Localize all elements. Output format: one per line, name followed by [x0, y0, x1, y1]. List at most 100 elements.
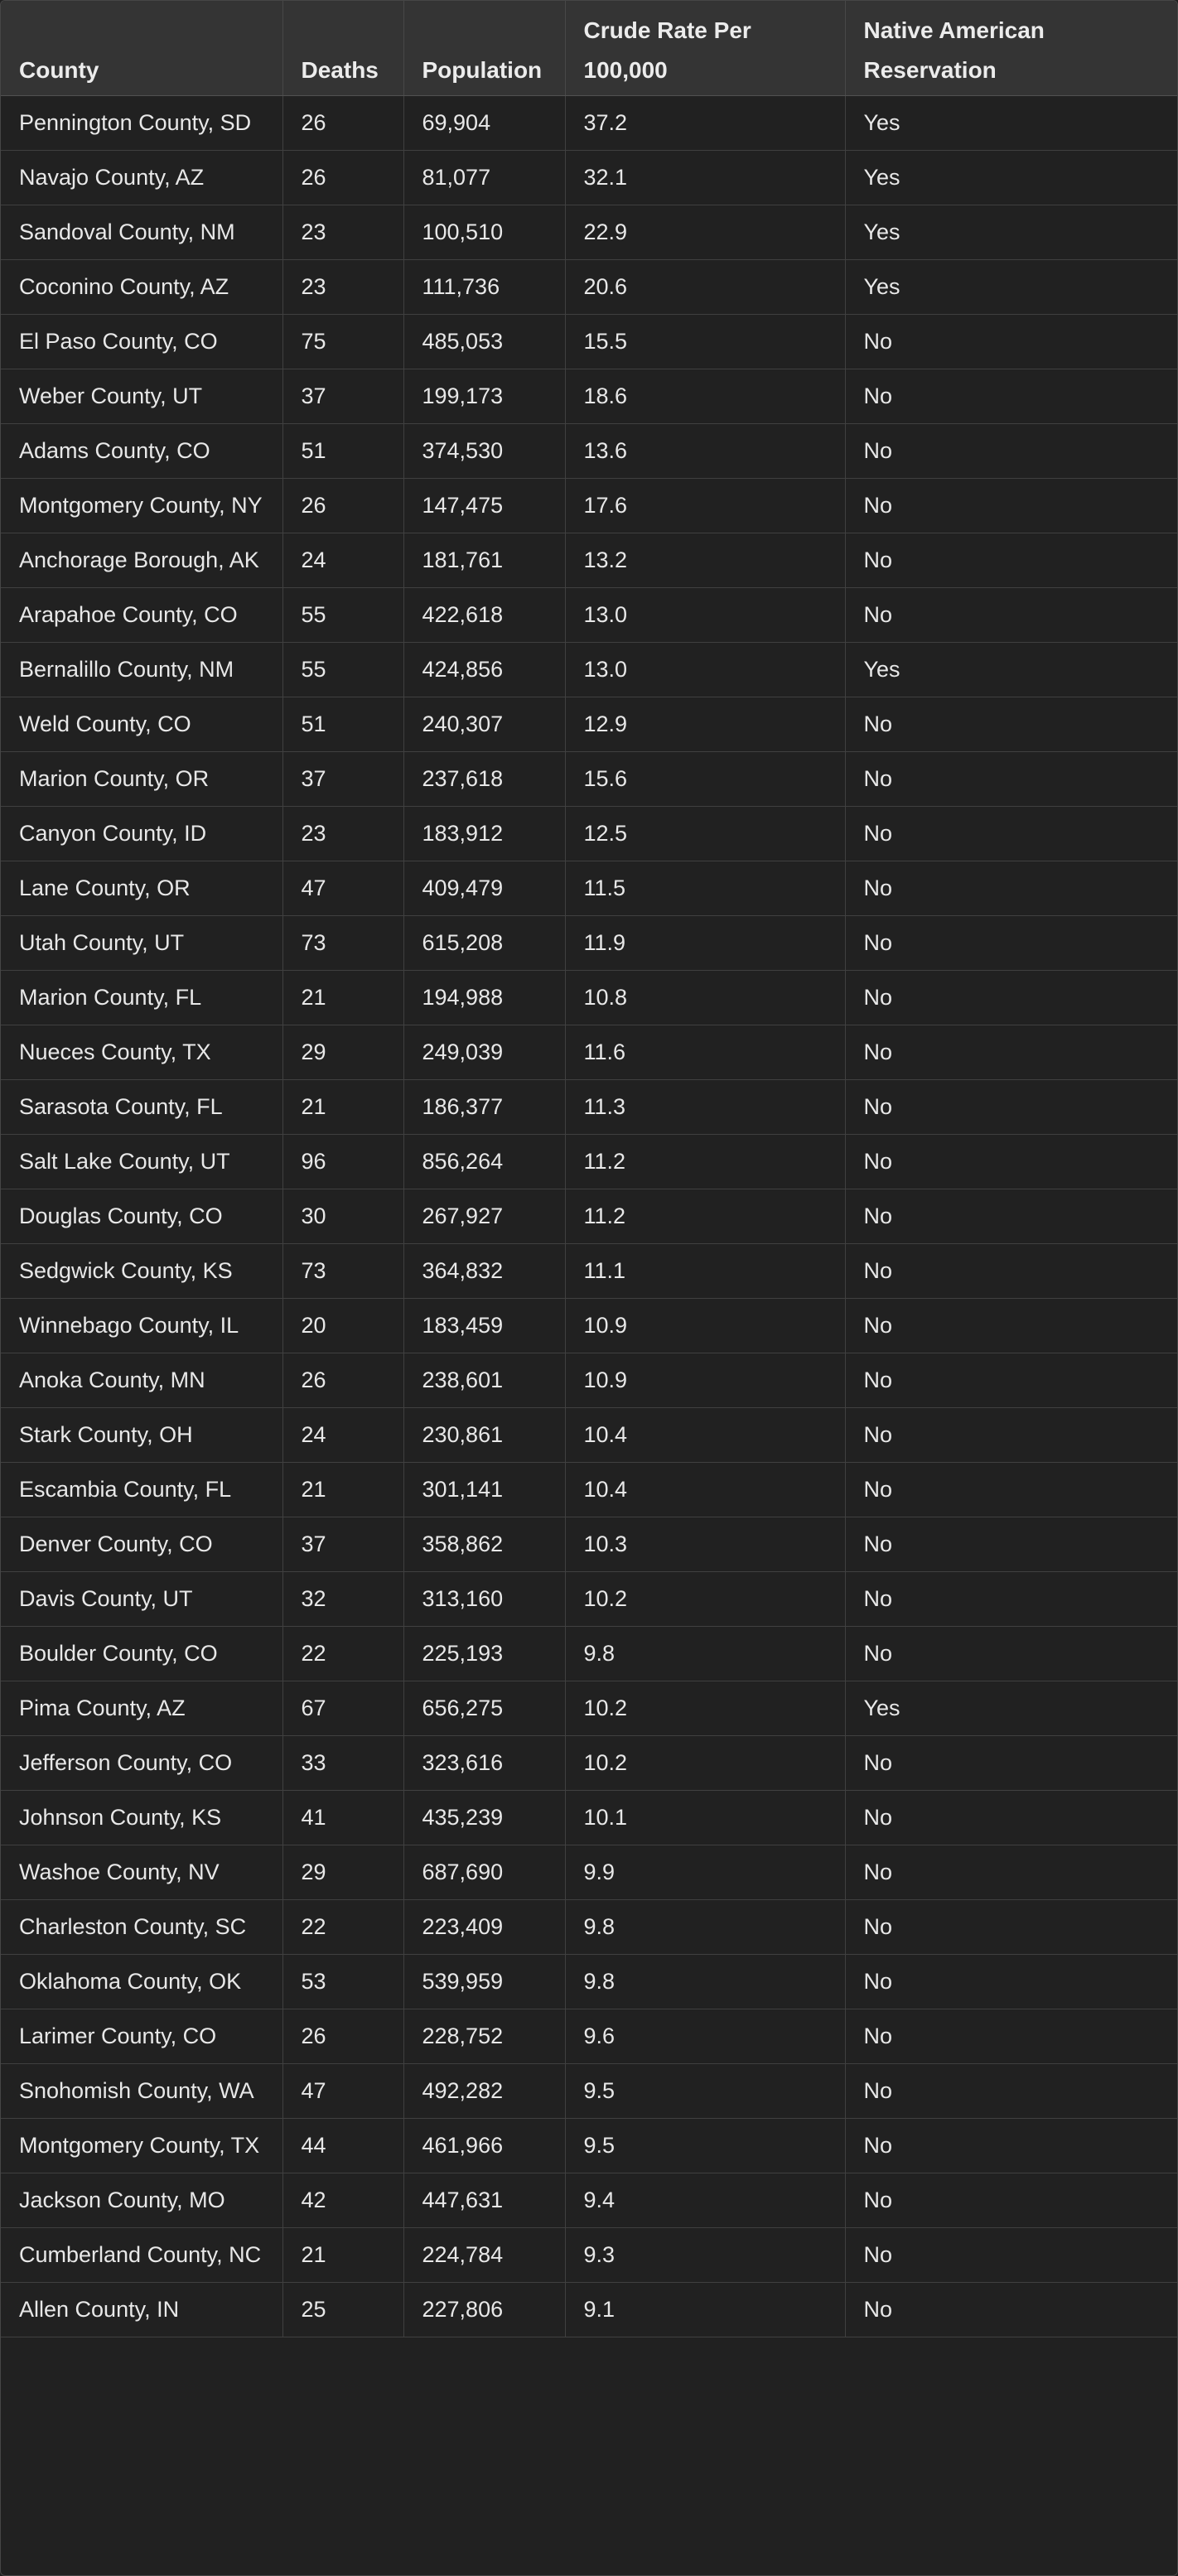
- deaths-cell: 21: [282, 970, 404, 1025]
- reservation-cell: No: [845, 806, 1177, 861]
- deaths-cell: 47: [282, 2063, 404, 2119]
- crude-rate-cell: 32.1: [565, 150, 846, 205]
- table-row: Johnson County, KS 41 435,239 10.1 No: [1, 1790, 1177, 1845]
- population-cell: 313,160: [403, 1571, 566, 1627]
- crude-rate-cell: 9.1: [565, 2282, 846, 2337]
- population-cell: 183,912: [403, 806, 566, 861]
- table-row: Boulder County, CO 22 225,193 9.8 No: [1, 1626, 1177, 1681]
- reservation-cell: No: [845, 751, 1177, 807]
- crude-rate-cell: 12.9: [565, 697, 846, 752]
- crude-rate-cell: 15.6: [565, 751, 846, 807]
- reservation-cell: No: [845, 915, 1177, 971]
- county-cell: Sarasota County, FL: [1, 1079, 283, 1135]
- crude-rate-cell: 11.9: [565, 915, 846, 971]
- reservation-cell: No: [845, 1571, 1177, 1627]
- deaths-cell: 33: [282, 1735, 404, 1791]
- table-row: Larimer County, CO 26 228,752 9.6 No: [1, 2009, 1177, 2064]
- reservation-cell: No: [845, 2227, 1177, 2283]
- reservation-cell: No: [845, 2173, 1177, 2228]
- county-cell: Oklahoma County, OK: [1, 1954, 283, 2009]
- population-cell: 147,475: [403, 478, 566, 533]
- crude-rate-cell: 12.5: [565, 806, 846, 861]
- table-row: Lane County, OR 47 409,479 11.5 No: [1, 861, 1177, 916]
- table-row: Douglas County, CO 30 267,927 11.2 No: [1, 1189, 1177, 1244]
- reservation-cell: No: [845, 2063, 1177, 2119]
- deaths-cell: 73: [282, 915, 404, 971]
- population-cell: 856,264: [403, 1134, 566, 1189]
- county-cell: Anoka County, MN: [1, 1353, 283, 1408]
- table-row: Winnebago County, IL 20 183,459 10.9 No: [1, 1298, 1177, 1353]
- crude-rate-cell: 11.2: [565, 1189, 846, 1244]
- crude-rate-cell: 9.5: [565, 2118, 846, 2173]
- population-cell: 435,239: [403, 1790, 566, 1845]
- crude-rate-cell: 10.3: [565, 1517, 846, 1572]
- table-row: Navajo County, AZ 26 81,077 32.1 Yes: [1, 150, 1177, 205]
- county-cell: Washoe County, NV: [1, 1845, 283, 1900]
- deaths-cell: 67: [282, 1681, 404, 1736]
- county-cell: El Paso County, CO: [1, 314, 283, 369]
- county-cell: Cumberland County, NC: [1, 2227, 283, 2283]
- county-cell: Douglas County, CO: [1, 1189, 283, 1244]
- population-cell: 230,861: [403, 1407, 566, 1463]
- population-cell: 81,077: [403, 150, 566, 205]
- deaths-cell: 22: [282, 1626, 404, 1681]
- county-cell: Jefferson County, CO: [1, 1735, 283, 1791]
- county-cell: Weber County, UT: [1, 369, 283, 424]
- population-cell: 237,618: [403, 751, 566, 807]
- county-cell: Pennington County, SD: [1, 95, 283, 151]
- crude-rate-cell: 9.8: [565, 1626, 846, 1681]
- deaths-cell: 32: [282, 1571, 404, 1627]
- table-row: Canyon County, ID 23 183,912 12.5 No: [1, 806, 1177, 861]
- county-cell: Bernalillo County, NM: [1, 642, 283, 697]
- deaths-cell: 21: [282, 1079, 404, 1135]
- crude-rate-cell: 22.9: [565, 205, 846, 260]
- deaths-cell: 75: [282, 314, 404, 369]
- crude-rate-cell: 13.2: [565, 533, 846, 588]
- crude-rate-cell: 20.6: [565, 259, 846, 315]
- county-cell: Anchorage Borough, AK: [1, 533, 283, 588]
- deaths-cell: 29: [282, 1025, 404, 1080]
- population-cell: 111,736: [403, 259, 566, 315]
- crude-rate-cell: 9.5: [565, 2063, 846, 2119]
- deaths-cell: 53: [282, 1954, 404, 2009]
- county-cell: Denver County, CO: [1, 1517, 283, 1572]
- crude-rate-cell: 9.4: [565, 2173, 846, 2228]
- population-cell: 199,173: [403, 369, 566, 424]
- reservation-cell: No: [845, 423, 1177, 479]
- crude-rate-cell: 10.9: [565, 1298, 846, 1353]
- table-row: Anoka County, MN 26 238,601 10.9 No: [1, 1353, 1177, 1408]
- table-row: Montgomery County, TX 44 461,966 9.5 No: [1, 2118, 1177, 2173]
- reservation-cell: No: [845, 1407, 1177, 1463]
- population-cell: 492,282: [403, 2063, 566, 2119]
- table-row: Davis County, UT 32 313,160 10.2 No: [1, 1571, 1177, 1627]
- table-row: Adams County, CO 51 374,530 13.6 No: [1, 423, 1177, 479]
- deaths-cell: 73: [282, 1243, 404, 1299]
- deaths-cell: 26: [282, 1353, 404, 1408]
- reservation-cell: No: [845, 1462, 1177, 1517]
- crude-rate-cell: 13.0: [565, 587, 846, 643]
- crude-rate-cell: 10.4: [565, 1407, 846, 1463]
- reservation-cell: No: [845, 697, 1177, 752]
- population-cell: 194,988: [403, 970, 566, 1025]
- crude-rate-cell: 11.2: [565, 1134, 846, 1189]
- deaths-cell: 23: [282, 205, 404, 260]
- deaths-cell: 44: [282, 2118, 404, 2173]
- population-cell: 485,053: [403, 314, 566, 369]
- crude-rate-cell: 37.2: [565, 95, 846, 151]
- reservation-cell: No: [845, 1954, 1177, 2009]
- reservation-cell: No: [845, 1790, 1177, 1845]
- crude-rate-cell: 11.1: [565, 1243, 846, 1299]
- reservation-cell: Yes: [845, 205, 1177, 260]
- reservation-cell: No: [845, 1189, 1177, 1244]
- county-cell: Navajo County, AZ: [1, 150, 283, 205]
- county-cell: Utah County, UT: [1, 915, 283, 971]
- population-cell: 186,377: [403, 1079, 566, 1135]
- reservation-cell: No: [845, 369, 1177, 424]
- reservation-cell: No: [845, 1134, 1177, 1189]
- table-row: Marion County, FL 21 194,988 10.8 No: [1, 970, 1177, 1025]
- reservation-cell: Yes: [845, 95, 1177, 151]
- county-cell: Weld County, CO: [1, 697, 283, 752]
- population-cell: 223,409: [403, 1899, 566, 1955]
- table-row: Sandoval County, NM 23 100,510 22.9 Yes: [1, 205, 1177, 260]
